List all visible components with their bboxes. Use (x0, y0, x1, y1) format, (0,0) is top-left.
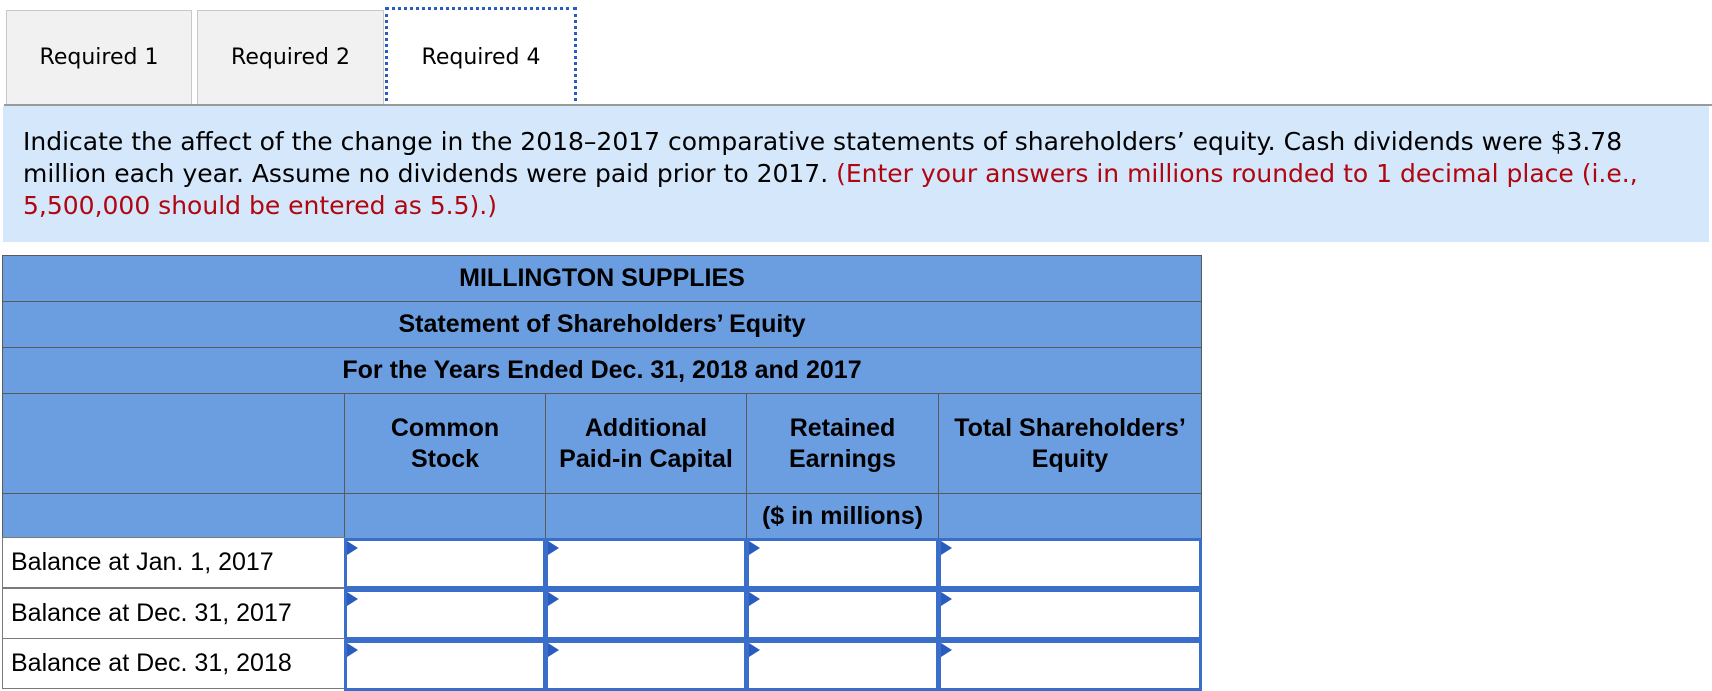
input-cell[interactable] (938, 640, 1202, 691)
common-stock-dec-2018-input[interactable] (347, 643, 543, 688)
statement-period: For the Years Ended Dec. 31, 2018 and 20… (2, 347, 1202, 394)
column-header-line: Additional (584, 413, 708, 442)
apic-dec-2018-input[interactable] (548, 643, 744, 688)
apic-dec-2017-input[interactable] (548, 592, 744, 637)
instructions-note: (Enter your answers in millions rounded … (23, 159, 1638, 220)
input-cell[interactable] (344, 640, 546, 691)
input-cell[interactable] (545, 589, 747, 640)
input-cell[interactable] (746, 538, 939, 589)
input-cell[interactable] (938, 589, 1202, 640)
input-cell[interactable] (545, 640, 747, 691)
unit-row-blank (545, 493, 747, 540)
column-header-common-stock: Common Stock (344, 393, 546, 494)
common-stock-jan-2017-input[interactable] (347, 541, 543, 586)
unit-row-blank (2, 493, 345, 540)
tab-divider (4, 104, 1712, 106)
unit-label: ($ in millions) (746, 493, 939, 540)
instructions-text: Indicate the affect of the change in the… (23, 127, 1623, 188)
column-header-line: Equity (1031, 444, 1109, 473)
apic-jan-2017-input[interactable] (548, 541, 744, 586)
instructions-panel: Indicate the affect of the change in the… (3, 106, 1709, 242)
input-cell[interactable] (344, 538, 546, 589)
tab-bar: Required 1 Required 2 Required 4 (0, 0, 1712, 107)
column-header-apic: Additional Paid-in Capital (545, 393, 747, 494)
input-cell[interactable] (746, 640, 939, 691)
company-name: MILLINGTON SUPPLIES (2, 255, 1202, 302)
column-header-line: Earnings (789, 444, 896, 473)
column-header-line: Paid-in Capital (559, 444, 733, 473)
unit-row-blank (344, 493, 546, 540)
statement-title: Statement of Shareholders’ Equity (2, 301, 1202, 348)
common-stock-dec-2017-input[interactable] (347, 592, 543, 637)
unit-row-blank (938, 493, 1202, 540)
column-header-blank (2, 393, 345, 494)
retained-earnings-jan-2017-input[interactable] (749, 541, 936, 586)
retained-earnings-dec-2017-input[interactable] (749, 592, 936, 637)
column-header-line: Common (390, 413, 500, 442)
row-label-jan-2017: Balance at Jan. 1, 2017 (2, 537, 345, 588)
input-cell[interactable] (545, 538, 747, 589)
total-equity-jan-2017-input[interactable] (941, 541, 1199, 586)
column-header-retained-earnings: Retained Earnings (746, 393, 939, 494)
column-header-line: Retained (789, 413, 896, 442)
tab-required-2[interactable]: Required 2 (197, 10, 384, 104)
row-label-dec-2018: Balance at Dec. 31, 2018 (2, 638, 345, 689)
column-header-total-equity: Total Shareholders’ Equity (938, 393, 1202, 494)
tab-required-1[interactable]: Required 1 (6, 10, 192, 104)
tab-required-4[interactable]: Required 4 (385, 7, 577, 107)
input-cell[interactable] (938, 538, 1202, 589)
column-header-line: Stock (410, 444, 480, 473)
input-cell[interactable] (344, 589, 546, 640)
retained-earnings-dec-2018-input[interactable] (749, 643, 936, 688)
column-header-line: Total Shareholders’ (954, 413, 1186, 442)
total-equity-dec-2017-input[interactable] (941, 592, 1199, 637)
input-cell[interactable] (746, 589, 939, 640)
row-label-dec-2017: Balance at Dec. 31, 2017 (2, 588, 345, 639)
total-equity-dec-2018-input[interactable] (941, 643, 1199, 688)
